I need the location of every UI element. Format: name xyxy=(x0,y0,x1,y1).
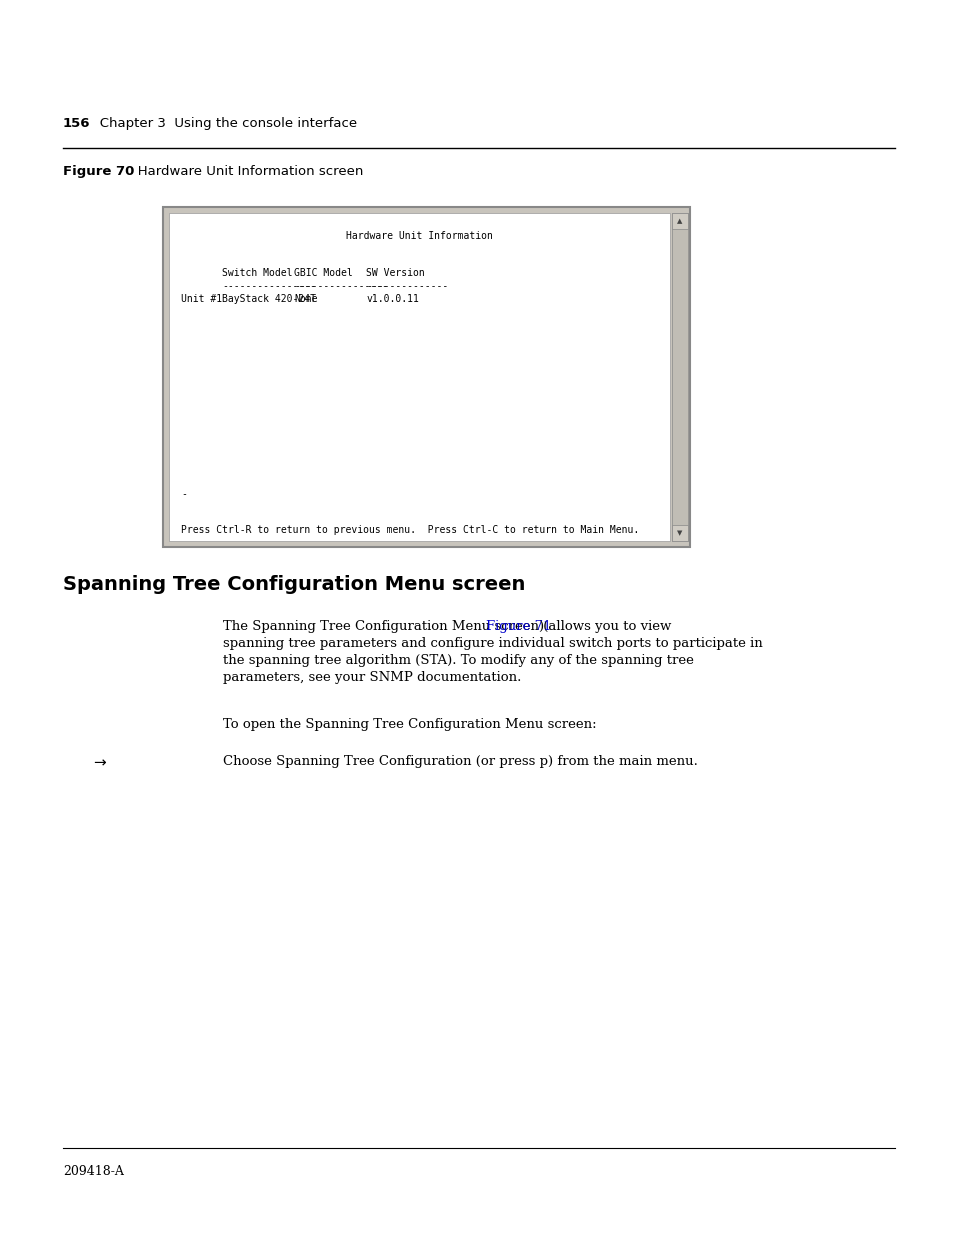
Text: -: - xyxy=(181,489,187,499)
Text: ----------------: ---------------- xyxy=(294,282,388,291)
Text: ▲: ▲ xyxy=(677,219,682,224)
Text: parameters, see your SNMP documentation.: parameters, see your SNMP documentation. xyxy=(223,671,521,684)
Text: Switch Model: Switch Model xyxy=(222,268,293,278)
Text: Hardware Unit Information screen: Hardware Unit Information screen xyxy=(125,165,363,178)
Text: The Spanning Tree Configuration Menu screen (: The Spanning Tree Configuration Menu scr… xyxy=(223,620,548,634)
Text: spanning tree parameters and configure individual switch ports to participate in: spanning tree parameters and configure i… xyxy=(223,637,762,650)
Bar xyxy=(169,212,669,541)
Text: ----------------: ---------------- xyxy=(222,282,315,291)
Text: 209418-A: 209418-A xyxy=(63,1165,124,1178)
Bar xyxy=(163,207,689,547)
Text: Chapter 3  Using the console interface: Chapter 3 Using the console interface xyxy=(87,117,356,130)
Text: the spanning tree algorithm (STA). To modify any of the spanning tree: the spanning tree algorithm (STA). To mo… xyxy=(223,655,693,667)
Text: To open the Spanning Tree Configuration Menu screen:: To open the Spanning Tree Configuration … xyxy=(223,718,596,731)
Text: v1.0.0.11: v1.0.0.11 xyxy=(366,294,418,304)
Text: 156: 156 xyxy=(63,117,91,130)
Text: →: → xyxy=(92,755,106,769)
Bar xyxy=(671,525,687,541)
Text: ) allows you to view: ) allows you to view xyxy=(538,620,671,634)
Text: ▼: ▼ xyxy=(677,530,682,536)
Text: GBIC Model: GBIC Model xyxy=(294,268,353,278)
Bar xyxy=(671,212,687,228)
Text: --------------: -------------- xyxy=(366,282,448,291)
Text: Figure 70: Figure 70 xyxy=(63,165,134,178)
Bar xyxy=(671,212,687,541)
Text: Hardware Unit Information: Hardware Unit Information xyxy=(346,231,493,241)
Text: Choose Spanning Tree Configuration (or press p) from the main menu.: Choose Spanning Tree Configuration (or p… xyxy=(223,755,698,768)
Text: BayStack 420-24T: BayStack 420-24T xyxy=(222,294,315,304)
Text: None: None xyxy=(294,294,317,304)
Text: Press Ctrl-R to return to previous menu.  Press Ctrl-C to return to Main Menu.: Press Ctrl-R to return to previous menu.… xyxy=(181,525,639,535)
Text: Spanning Tree Configuration Menu screen: Spanning Tree Configuration Menu screen xyxy=(63,576,525,594)
Text: Unit #1: Unit #1 xyxy=(181,294,222,304)
Text: SW Version: SW Version xyxy=(366,268,425,278)
Text: Figure 71: Figure 71 xyxy=(486,620,551,634)
